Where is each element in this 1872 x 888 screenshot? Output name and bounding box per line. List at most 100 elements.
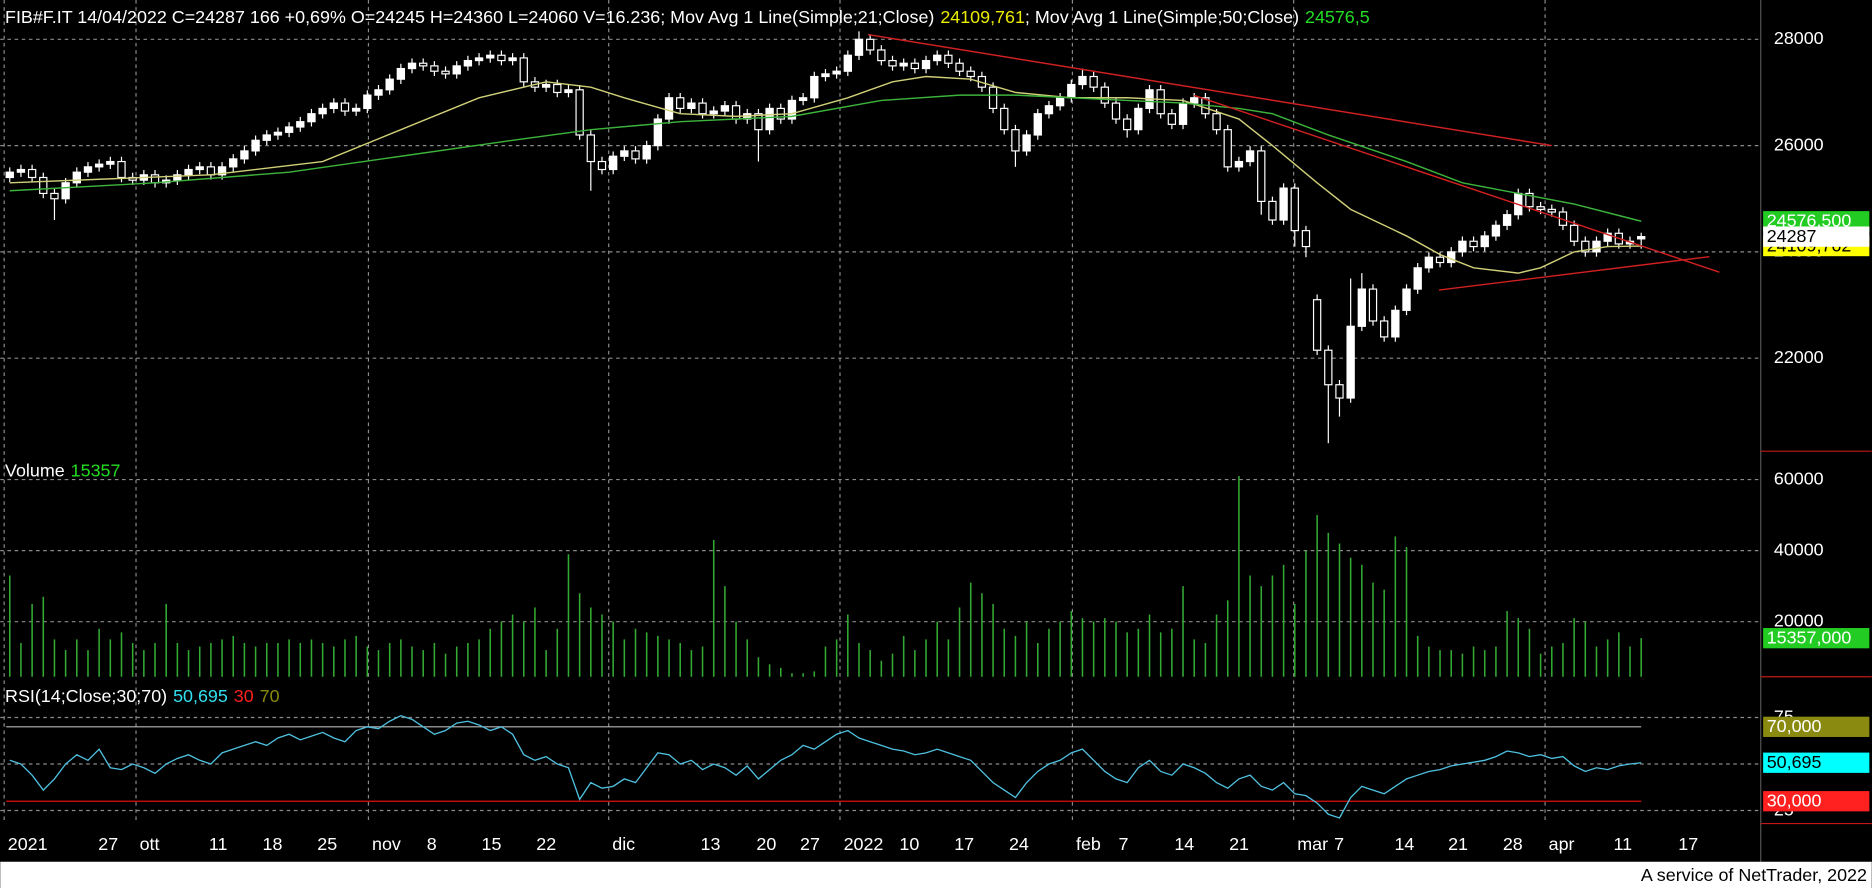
x-tick-label: 2021: [8, 834, 48, 854]
volume-bar: [1226, 600, 1229, 677]
candle-body: [1212, 113, 1221, 131]
candle-body: [1637, 236, 1646, 240]
moving-average: [9, 75, 1642, 274]
candle-body: [296, 121, 305, 128]
candle-body: [564, 89, 573, 94]
volume-bar: [1338, 543, 1341, 677]
x-tick-label: 22: [536, 834, 556, 854]
volume-bar: [1562, 642, 1564, 677]
volume-bar: [1551, 646, 1553, 677]
footer: A service of NetTrader, 2022: [1641, 865, 1867, 885]
volume-bar: [254, 646, 257, 677]
candle-body: [832, 70, 841, 75]
plot-layer: 2200024000260002800020000400006000025507…: [0, 0, 1872, 854]
volume-bar: [969, 582, 972, 677]
candle-body: [1324, 349, 1333, 386]
volume-bar: [1148, 614, 1151, 677]
candle-body: [1335, 384, 1344, 399]
volume-bar: [455, 646, 458, 677]
volume-bar: [813, 671, 816, 677]
volume-bar: [1037, 642, 1039, 677]
candle-body: [72, 171, 81, 184]
candle-body: [419, 62, 428, 67]
x-tick-label: 7: [1118, 834, 1128, 854]
candle-body: [430, 65, 439, 72]
volume-bar: [1394, 536, 1397, 677]
volume-bar: [467, 642, 469, 677]
volume-bar: [422, 650, 424, 677]
y-tick-label: 20000: [1774, 610, 1824, 630]
value-tag: [1763, 226, 1870, 247]
candle-body: [508, 57, 517, 62]
volume-bar: [612, 621, 614, 677]
volume-bar: [645, 632, 648, 677]
candle-body: [184, 168, 193, 176]
candle-body: [787, 99, 797, 120]
x-tick-label: 28: [1503, 834, 1523, 854]
candle-body: [1536, 206, 1545, 210]
candle-body: [1100, 86, 1109, 104]
candle-body: [631, 150, 640, 160]
rsi-last: 50,695: [173, 686, 228, 706]
y-tick-label: 22000: [1774, 347, 1824, 367]
ma50-name: ; Mov Avg 1 Line(Simple;50;Close): [1025, 7, 1299, 27]
volume-bar: [1361, 564, 1363, 677]
volume-bar: [1439, 650, 1441, 677]
candle-body: [1178, 102, 1188, 125]
volume-bar: [87, 650, 89, 677]
trendline: [1438, 255, 1710, 291]
volume-bar: [668, 639, 670, 677]
volume-bar: [768, 664, 771, 677]
candle-body: [195, 166, 204, 171]
volume-bar: [947, 639, 950, 677]
volume-bar: [880, 660, 883, 677]
candle-body: [1569, 224, 1579, 242]
x-tick-label: nov: [372, 834, 401, 854]
volume-bar: [143, 650, 145, 677]
volume-bar: [1215, 614, 1218, 677]
value-tag: [1763, 716, 1870, 737]
volume-bar: [1428, 646, 1430, 677]
candle-body: [843, 54, 852, 72]
volume-bar: [1294, 603, 1296, 677]
x-tick-label: 25: [317, 834, 337, 854]
volume-bar: [366, 646, 369, 677]
candle-body: [608, 155, 618, 171]
x-tick-label: 10: [899, 834, 919, 854]
candle-body: [988, 86, 998, 110]
candle-body: [385, 78, 394, 91]
candle-body: [664, 97, 674, 120]
trendline: [1193, 94, 1720, 273]
volume-bar: [210, 642, 212, 677]
candle-body: [1581, 240, 1590, 253]
y-tick-label: 60000: [1774, 468, 1824, 488]
volume-bar: [1092, 621, 1095, 677]
volume-bar: [1416, 635, 1419, 677]
volume-bar: [1316, 515, 1318, 677]
candle-body: [1525, 192, 1534, 208]
volume-bar: [824, 646, 827, 677]
x-tick-label: 27: [800, 834, 820, 854]
volume-bar: [288, 639, 290, 677]
volume-bar: [1271, 575, 1274, 677]
candle-body: [1402, 288, 1411, 311]
volume-bar: [511, 614, 514, 677]
volume-bar: [198, 646, 201, 677]
x-tick-label: 8: [427, 834, 437, 854]
volume-bar: [1517, 618, 1520, 677]
volume-bar: [176, 642, 179, 677]
candle-body: [720, 105, 730, 112]
volume-bar: [154, 642, 156, 677]
volume-bar: [701, 646, 704, 677]
volume-bar: [433, 642, 436, 677]
volume-bar: [869, 650, 871, 677]
volume-bar: [534, 607, 536, 677]
candle-body: [1044, 105, 1054, 115]
volume-bar: [42, 596, 45, 677]
volume-bar: [1249, 575, 1251, 677]
volume-bar: [131, 642, 134, 677]
volume-bar: [545, 650, 547, 677]
volume-bar: [902, 635, 905, 677]
volume-bar: [310, 639, 313, 677]
